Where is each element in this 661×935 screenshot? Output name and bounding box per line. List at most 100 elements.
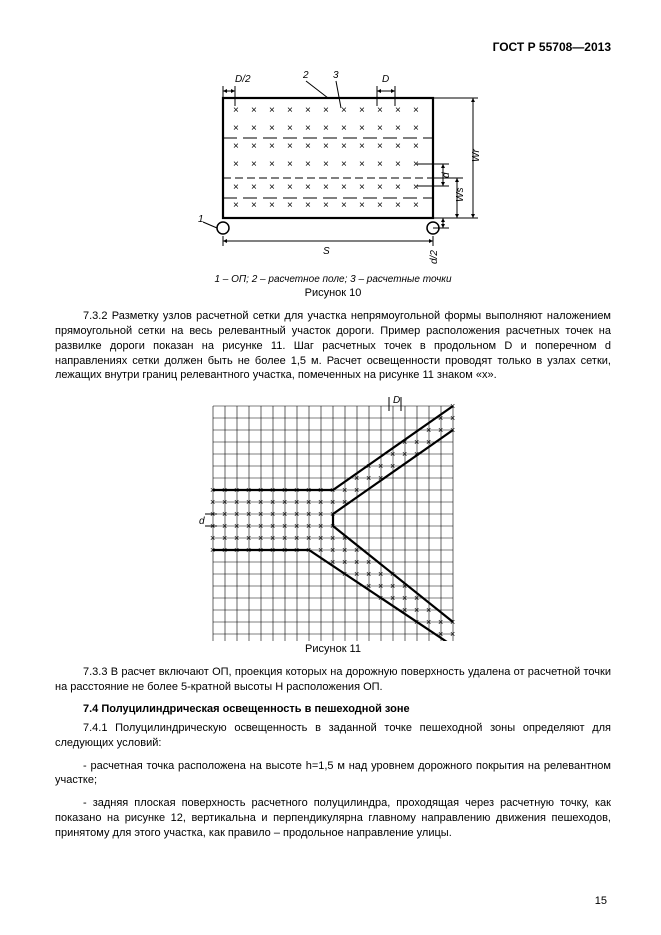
para-7-4-1-c: - задняя плоская поверхность расчетного … — [55, 796, 611, 841]
svg-text:×: × — [354, 557, 359, 567]
svg-text:×: × — [426, 437, 431, 447]
svg-text:×: × — [341, 141, 347, 152]
svg-text:×: × — [270, 509, 275, 519]
svg-text:×: × — [222, 497, 227, 507]
figure-10: ××××××××××× ××××××××××× ××××××××××× ××××… — [55, 68, 611, 299]
svg-text:×: × — [378, 473, 383, 483]
svg-text:×: × — [294, 533, 299, 543]
svg-text:×: × — [210, 545, 215, 555]
svg-text:×: × — [377, 123, 383, 134]
svg-text:×: × — [282, 533, 287, 543]
svg-text:×: × — [294, 521, 299, 531]
svg-text:×: × — [270, 485, 275, 495]
svg-text:×: × — [251, 141, 257, 152]
svg-text:×: × — [234, 497, 239, 507]
svg-text:×: × — [395, 105, 401, 116]
svg-text:×: × — [390, 449, 395, 459]
svg-text:×: × — [270, 545, 275, 555]
svg-text:×: × — [222, 533, 227, 543]
svg-text:×: × — [318, 545, 323, 555]
svg-text:×: × — [246, 545, 251, 555]
svg-text:×: × — [234, 533, 239, 543]
svg-text:×: × — [330, 545, 335, 555]
svg-text:×: × — [354, 569, 359, 579]
svg-text:×: × — [330, 497, 335, 507]
svg-text:×: × — [395, 159, 401, 170]
svg-text:×: × — [413, 105, 419, 116]
svg-text:2: 2 — [302, 70, 309, 81]
svg-text:×: × — [318, 509, 323, 519]
svg-text:×: × — [270, 521, 275, 531]
svg-text:×: × — [305, 105, 311, 116]
svg-text:×: × — [395, 182, 401, 193]
svg-text:×: × — [366, 569, 371, 579]
svg-text:×: × — [413, 182, 419, 193]
svg-text:×: × — [287, 141, 293, 152]
svg-text:×: × — [323, 105, 329, 116]
svg-text:×: × — [246, 497, 251, 507]
svg-text:×: × — [366, 473, 371, 483]
svg-text:×: × — [305, 182, 311, 193]
svg-text:×: × — [305, 200, 311, 211]
svg-text:×: × — [306, 545, 311, 555]
figure-11: × × × × × × × × × × × × × × × × × × × × × × × × × × × × × × × × × × × × × × × ×… — [55, 391, 611, 655]
svg-text:×: × — [342, 497, 347, 507]
svg-text:×: × — [378, 581, 383, 591]
svg-text:×: × — [282, 545, 287, 555]
svg-text:×: × — [342, 485, 347, 495]
svg-text:×: × — [413, 200, 419, 211]
svg-text:×: × — [450, 413, 455, 423]
svg-text:×: × — [305, 141, 311, 152]
svg-text:×: × — [330, 557, 335, 567]
svg-text:×: × — [330, 521, 335, 531]
document-page: ГОСТ Р 55708—2013 × × × × × × × × — [0, 0, 661, 935]
svg-text:×: × — [359, 141, 365, 152]
svg-text:×: × — [390, 581, 395, 591]
svg-text:×: × — [414, 605, 419, 615]
figure-10-legend: 1 – ОП; 2 – расчетное поле; 3 – расчетны… — [55, 274, 611, 285]
svg-text:×: × — [359, 159, 365, 170]
svg-text:×: × — [258, 509, 263, 519]
section-7-4-heading: 7.4 Полуцилиндрическая освещенность в пе… — [55, 703, 611, 715]
svg-text:×: × — [222, 545, 227, 555]
para-7-3-2: 7.3.2 Разметку узлов расчетной сетки для… — [55, 309, 611, 383]
svg-text:×: × — [233, 200, 239, 211]
label-D: D — [393, 395, 400, 406]
svg-text:×: × — [402, 581, 407, 591]
svg-text:×: × — [366, 581, 371, 591]
figure-10-svg: ××××××××××× ××××××××××× ××××××××××× ××××… — [173, 68, 493, 268]
svg-text:×: × — [269, 200, 275, 211]
svg-text:×: × — [377, 105, 383, 116]
svg-text:×: × — [438, 617, 443, 627]
svg-text:×: × — [323, 200, 329, 211]
svg-text:×: × — [438, 629, 443, 639]
svg-text:×: × — [282, 497, 287, 507]
svg-text:×: × — [269, 182, 275, 193]
svg-text:×: × — [318, 533, 323, 543]
standard-header: ГОСТ Р 55708—2013 — [55, 40, 611, 54]
svg-text:×: × — [377, 159, 383, 170]
svg-text:×: × — [330, 509, 335, 519]
svg-text:×: × — [395, 200, 401, 211]
svg-text:×: × — [366, 461, 371, 471]
svg-text:×: × — [234, 521, 239, 531]
svg-text:×: × — [323, 159, 329, 170]
svg-text:×: × — [413, 123, 419, 134]
svg-text:×: × — [251, 200, 257, 211]
page-number: 15 — [595, 895, 607, 907]
label-d2: D/2 — [235, 74, 251, 85]
figure-11-caption: Рисунок 11 — [55, 643, 611, 655]
svg-text:×: × — [287, 159, 293, 170]
para-7-4-1-b: - расчетная точка расположена на высоте … — [55, 759, 611, 789]
svg-text:×: × — [282, 485, 287, 495]
svg-text:×: × — [269, 141, 275, 152]
svg-text:×: × — [306, 485, 311, 495]
svg-text:×: × — [359, 123, 365, 134]
svg-text:×: × — [359, 200, 365, 211]
svg-text:×: × — [251, 105, 257, 116]
svg-text:×: × — [258, 533, 263, 543]
label-d: d — [199, 516, 205, 527]
svg-text:×: × — [270, 497, 275, 507]
svg-text:×: × — [287, 105, 293, 116]
svg-text:×: × — [341, 200, 347, 211]
